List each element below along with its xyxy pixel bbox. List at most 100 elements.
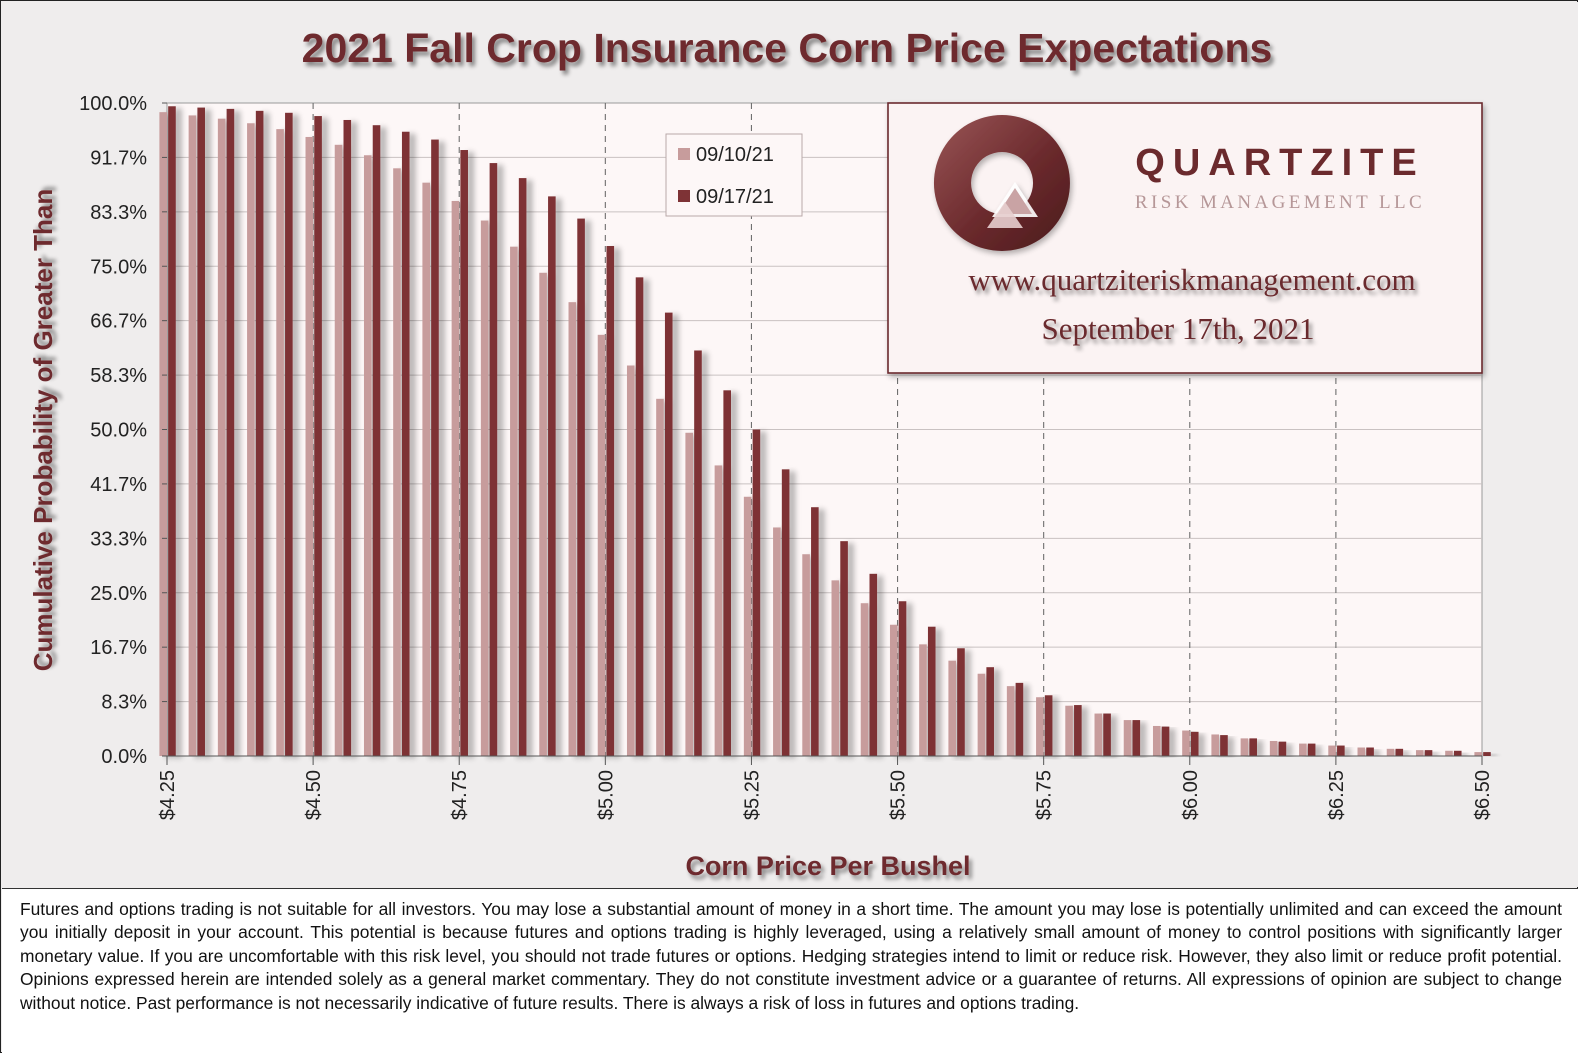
bar-09-10-21-25	[889, 624, 898, 756]
bar-09-17-21-29	[1015, 682, 1024, 756]
bar-09-10-21-43	[1415, 750, 1424, 756]
bar-09-10-21-34	[1152, 725, 1161, 756]
bar-09-10-21-11	[480, 220, 489, 757]
bar-09-10-21-5	[305, 136, 314, 756]
brand-name: QUARTZITE	[1135, 142, 1424, 184]
legend-label-series-1: 09/17/21	[696, 186, 774, 208]
y-tick-label: 16.7%	[90, 637, 147, 659]
bar-09-17-21-36	[1220, 735, 1228, 756]
bar-09-10-21-24	[860, 603, 869, 756]
bar-09-17-21-43	[1424, 750, 1433, 756]
bar-09-17-21-14	[577, 218, 585, 756]
bar-09-17-21-33	[1132, 720, 1141, 756]
y-tick-label: 41.7%	[90, 474, 147, 496]
bar-09-10-21-13	[539, 272, 547, 756]
y-tick-label: 33.3%	[90, 528, 147, 550]
legend-box	[665, 133, 803, 217]
bar-09-17-21-1	[197, 107, 205, 757]
x-tick-label: $5.50	[888, 770, 910, 820]
bar-09-17-21-0	[168, 106, 176, 756]
bar-09-17-21-34	[1161, 726, 1170, 756]
y-tick-label: 0.0%	[101, 746, 147, 768]
bar-09-10-21-35	[1182, 730, 1190, 756]
bar-09-17-21-41	[1366, 747, 1374, 756]
bar-09-10-21-9	[422, 182, 430, 756]
bar-09-10-21-38	[1269, 740, 1278, 756]
bar-09-10-21-28	[977, 673, 986, 756]
bar-09-10-21-39	[1299, 743, 1307, 756]
legend-label-series-0: 09/10/21	[696, 144, 774, 166]
bar-09-10-21-41	[1357, 747, 1366, 756]
brand-website: www.quartziteriskmanagement.com	[968, 262, 1415, 297]
bar-09-10-21-7	[363, 155, 372, 757]
legend-swatch-series-0	[678, 148, 690, 160]
bar-09-10-21-17	[656, 398, 664, 756]
bar-09-17-21-18	[694, 350, 702, 756]
bar-09-17-21-13	[548, 196, 556, 756]
bar-09-10-21-14	[568, 302, 577, 756]
bar-09-17-21-3	[255, 110, 264, 756]
bar-09-17-21-28	[986, 667, 994, 756]
y-tick-label: 83.3%	[90, 202, 147, 224]
x-tick-label: $5.00	[595, 770, 617, 820]
bar-09-10-21-1	[188, 115, 197, 757]
bar-09-10-21-10	[451, 200, 460, 756]
bar-09-17-21-2	[226, 108, 235, 756]
x-tick-label: $4.25	[157, 770, 179, 820]
bar-09-17-21-37	[1249, 738, 1257, 756]
bar-09-17-21-38	[1278, 741, 1287, 756]
y-axis-label: Cumulative Probability of Greater Than	[28, 189, 58, 672]
brand-overlay: QUARTZITE RISK MANAGEMENT LLC www.quartz…	[887, 102, 1483, 374]
bar-09-10-21-8	[393, 168, 401, 757]
y-tick-label: 75.0%	[90, 256, 147, 278]
y-tick-label: 8.3%	[101, 692, 147, 714]
x-axis: $4.25 $4.50 $4.75 $5.00 $5.25 $5.50 $5.75 $6.00…	[157, 755, 1494, 820]
bar-09-17-21-22	[811, 507, 819, 756]
bar-09-17-21-42	[1395, 748, 1404, 756]
bar-09-17-21-4	[285, 112, 293, 757]
chart-title: 2021 Fall Crop Insurance Corn Price Expe…	[302, 25, 1273, 71]
bar-09-17-21-6	[343, 119, 352, 756]
bar-09-10-21-3	[247, 123, 255, 757]
x-tick-label: $4.75	[449, 770, 471, 820]
bar-09-17-21-45	[1483, 752, 1491, 756]
bar-09-10-21-0	[159, 112, 167, 757]
bar-09-10-21-16	[626, 365, 635, 756]
bar-09-17-21-31	[1074, 705, 1082, 756]
disclaimer-text: Futures and options trading is not suita…	[2, 888, 1578, 1054]
bar-09-10-21-29	[1006, 686, 1015, 756]
bar-09-17-21-40	[1337, 745, 1345, 756]
bar-09-17-21-23	[840, 541, 848, 756]
y-tick-label: 66.7%	[90, 311, 147, 333]
bar-09-10-21-42	[1386, 748, 1395, 756]
bar-09-17-21-9	[431, 139, 439, 756]
bar-09-10-21-36	[1211, 734, 1219, 756]
bar-09-10-21-26	[919, 644, 927, 756]
bar-09-17-21-21	[781, 469, 790, 756]
bar-09-10-21-44	[1445, 750, 1453, 756]
bar-09-10-21-31	[1065, 705, 1073, 756]
chart-svg: 2021 Fall Crop Insurance Corn Price Expe…	[28, 25, 1494, 881]
quartzite-logo-icon	[933, 115, 1070, 251]
x-axis-label: Corn Price Per Bushel	[685, 851, 970, 881]
bar-09-10-21-12	[510, 246, 518, 756]
legend: 09/10/21 09/17/21	[665, 133, 803, 217]
bars	[159, 106, 1491, 757]
bar-09-17-21-15	[606, 246, 615, 756]
bar-09-17-21-8	[401, 131, 410, 756]
bar-09-10-21-40	[1328, 745, 1336, 756]
bar-09-10-21-45	[1474, 752, 1482, 756]
x-tick-label: $4.50	[303, 770, 325, 820]
bar-09-17-21-25	[898, 601, 907, 756]
bar-09-10-21-22	[802, 554, 810, 756]
brand-subtitle: RISK MANAGEMENT LLC	[1135, 192, 1425, 213]
bar-09-17-21-20	[752, 429, 761, 756]
bar-09-17-21-19	[723, 390, 731, 756]
bar-09-10-21-15	[597, 334, 606, 756]
bar-09-10-21-21	[773, 527, 781, 756]
bar-09-10-21-6	[334, 144, 343, 757]
x-tick-label: $5.75	[1034, 770, 1056, 820]
bar-09-17-21-10	[460, 150, 468, 757]
y-tick-label: 91.7%	[90, 147, 147, 169]
